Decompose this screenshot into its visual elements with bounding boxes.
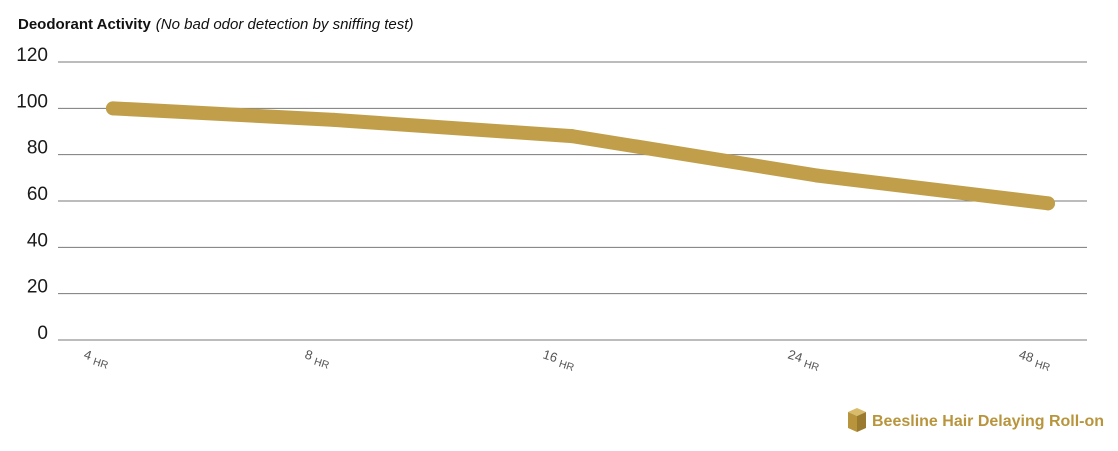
data-point (565, 129, 579, 144)
legend-label: Beesline Hair Delaying Roll-on (872, 413, 1104, 430)
series-line (106, 101, 1055, 211)
y-tick-label: 80 (27, 138, 48, 159)
y-tick-label: 40 (27, 230, 48, 251)
y-tick-label: 60 (27, 184, 48, 205)
y-tick-label: 20 (27, 277, 48, 298)
gridlines (58, 61, 1087, 341)
chart-title-main: Deodorant Activity (18, 16, 151, 33)
y-tick-label: 100 (16, 91, 48, 112)
cube-icon (848, 408, 866, 432)
y-tick-label: 120 (16, 45, 48, 66)
series-group (106, 101, 1055, 211)
data-point (327, 112, 341, 127)
y-tick-label: 0 (37, 323, 48, 344)
legend: Beesline Hair Delaying Roll-on (848, 408, 1104, 432)
data-point (810, 168, 824, 183)
x-tick-label: 48 HR (1016, 347, 1054, 375)
x-axis-ticks: 4 HR 8 HR 16 HR 24 HR 48 HR (81, 347, 1054, 375)
data-point (106, 101, 120, 116)
data-point (1041, 196, 1055, 211)
chart-title: Deodorant Activity (No bad odor detection… (18, 16, 413, 33)
x-tick-label: 16 HR (540, 347, 578, 375)
chart-subtitle: (No bad odor detection by sniffing test) (156, 16, 414, 33)
y-axis-ticks: 0 20 40 60 80 100 120 (16, 45, 48, 344)
x-tick-label: 24 HR (785, 347, 823, 375)
x-tick-label: 8 HR (302, 347, 333, 372)
x-tick-label: 4 HR (81, 347, 112, 372)
